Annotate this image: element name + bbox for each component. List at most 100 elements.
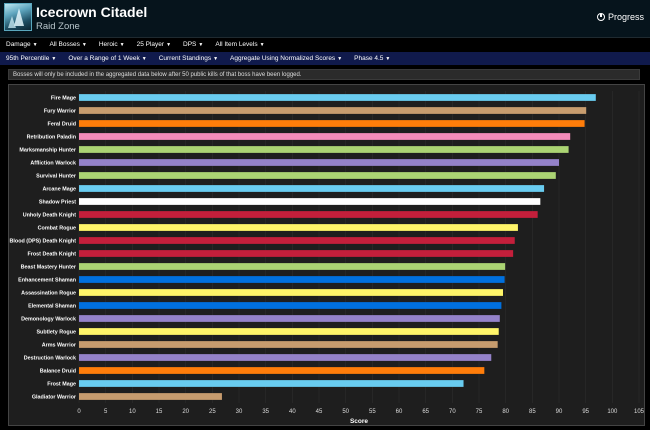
category-label: Survival Hunter <box>36 174 77 180</box>
filter-aggregate[interactable]: Aggregate Using Normalized Scores ▼ <box>230 55 343 62</box>
category-label: Retribution Paladin <box>27 135 76 141</box>
score-bar-chart: 0 5 10 15 20 25 30 35 40 45 50 55 60 65 70 75 80 85 90 95 10… <box>10 91 645 425</box>
bar <box>79 159 559 166</box>
bar <box>79 367 485 374</box>
bar <box>79 380 464 387</box>
caret-down-icon: ▼ <box>385 56 391 62</box>
score-chart-panel: 0 5 10 15 20 25 30 35 40 45 50 55 60 65 70 75 80 85 90 95 10… <box>8 84 645 426</box>
category-label: Fury Warrior <box>44 109 77 115</box>
category-label: Fire Mage <box>51 96 76 102</box>
category-label: Enhancement Shaman <box>18 278 76 284</box>
x-tick-label: 80 <box>502 409 509 415</box>
category-label: Gladiator Warrior <box>32 395 77 401</box>
filter-range[interactable]: Over a Range of 1 Week ▼ <box>68 55 147 62</box>
aggregation-notice: Bosses will only be included in the aggr… <box>8 69 640 80</box>
caret-down-icon: ▼ <box>259 42 265 48</box>
category-label: Unholy Death Knight <box>23 213 77 219</box>
category-label: Destruction Warlock <box>24 356 76 362</box>
category-label: Blood (DPS) Death Knight <box>10 239 77 245</box>
bar <box>79 302 502 309</box>
bar <box>79 341 498 348</box>
bar <box>79 328 499 335</box>
x-tick-label: 75 <box>476 409 483 415</box>
bar <box>79 354 492 361</box>
page-title: Icecrown Citadel <box>36 4 148 20</box>
x-tick-label: 45 <box>316 409 323 415</box>
x-tick-label: 70 <box>449 409 456 415</box>
filter-bar-secondary: 95th Percentile ▼ Over a Range of 1 Week ▼… <box>0 52 650 65</box>
x-tick-label: 55 <box>369 409 376 415</box>
filter-standings[interactable]: Current Standings ▼ <box>158 55 219 62</box>
category-label: Assassination Rogue <box>21 291 76 297</box>
progress-icon <box>596 13 605 21</box>
bar <box>79 263 506 270</box>
caret-down-icon: ▼ <box>141 56 147 62</box>
filter-phase[interactable]: Phase 4.5 ▼ <box>354 55 391 62</box>
x-tick-label: 10 <box>129 409 136 415</box>
caret-down-icon: ▼ <box>119 42 125 48</box>
filter-percentile[interactable]: 95th Percentile ▼ <box>6 55 57 62</box>
bar <box>79 133 571 140</box>
bar <box>79 185 545 192</box>
filter-difficulty[interactable]: Heroic ▼ <box>98 41 125 48</box>
x-tick-label: 40 <box>289 409 296 415</box>
x-tick-label: 95 <box>582 409 589 415</box>
bar <box>79 237 515 244</box>
bar <box>79 120 585 127</box>
filter-bosses[interactable]: All Bosses ▼ <box>49 41 87 48</box>
x-axis-label: Score <box>350 418 368 425</box>
category-label: Affliction Warlock <box>30 161 76 167</box>
filter-size[interactable]: 25 Player ▼ <box>136 41 172 48</box>
category-label: Arcane Mage <box>42 187 76 193</box>
bar <box>79 250 514 257</box>
caret-down-icon: ▼ <box>213 56 219 62</box>
progress-label: Progress <box>607 12 644 22</box>
page-subtitle: Raid Zone <box>36 21 80 32</box>
zone-header: Icecrown Citadel Raid Zone Progress <box>0 0 650 37</box>
filter-metric[interactable]: Damage ▼ <box>6 41 38 48</box>
category-label: Arms Warrior <box>42 343 77 349</box>
caret-down-icon: ▼ <box>32 42 38 48</box>
category-label: Demonology Warlock <box>21 317 76 323</box>
bar <box>79 94 596 101</box>
x-tick-label: 0 <box>77 409 81 415</box>
category-label: Elemental Shaman <box>28 304 76 310</box>
bar <box>79 276 505 283</box>
bar <box>79 393 222 400</box>
bar <box>79 107 587 114</box>
x-tick-label: 50 <box>342 409 349 415</box>
bar <box>79 315 500 322</box>
category-label: Balance Druid <box>40 369 76 375</box>
category-label: Subtlety Rogue <box>36 330 76 336</box>
bar <box>79 146 569 153</box>
x-tick-label: 35 <box>262 409 269 415</box>
filter-item-levels[interactable]: All Item Levels ▼ <box>215 41 265 48</box>
x-tick-label: 30 <box>236 409 243 415</box>
filter-role[interactable]: DPS ▼ <box>183 41 204 48</box>
x-tick-label: 90 <box>556 409 563 415</box>
x-tick-label: 65 <box>422 409 429 415</box>
category-label: Marksmanship Hunter <box>19 148 77 154</box>
progress-link[interactable]: Progress <box>596 12 644 22</box>
caret-down-icon: ▼ <box>51 56 57 62</box>
category-label: Feral Druid <box>48 122 76 128</box>
bar <box>79 289 503 296</box>
icecrown-zone-icon <box>4 3 32 31</box>
caret-down-icon: ▼ <box>198 42 204 48</box>
x-tick-label: 20 <box>182 409 189 415</box>
bar <box>79 211 538 218</box>
x-tick-label: 105 <box>634 409 644 415</box>
caret-down-icon: ▼ <box>337 56 343 62</box>
category-label: Combat Rogue <box>38 226 76 232</box>
x-tick-label: 85 <box>529 409 536 415</box>
x-tick-label: 100 <box>607 409 618 415</box>
category-label: Shadow Priest <box>39 200 76 206</box>
category-label: Frost Death Knight <box>27 252 76 258</box>
bar <box>79 172 556 179</box>
x-tick-label: 25 <box>209 409 216 415</box>
caret-down-icon: ▼ <box>166 42 172 48</box>
bar <box>79 198 541 205</box>
category-label: Beast Mastery Hunter <box>21 265 77 271</box>
filter-bar-primary: Damage ▼ All Bosses ▼ Heroic ▼ 25 Player ▼ D… <box>0 37 650 51</box>
bar <box>79 224 518 231</box>
